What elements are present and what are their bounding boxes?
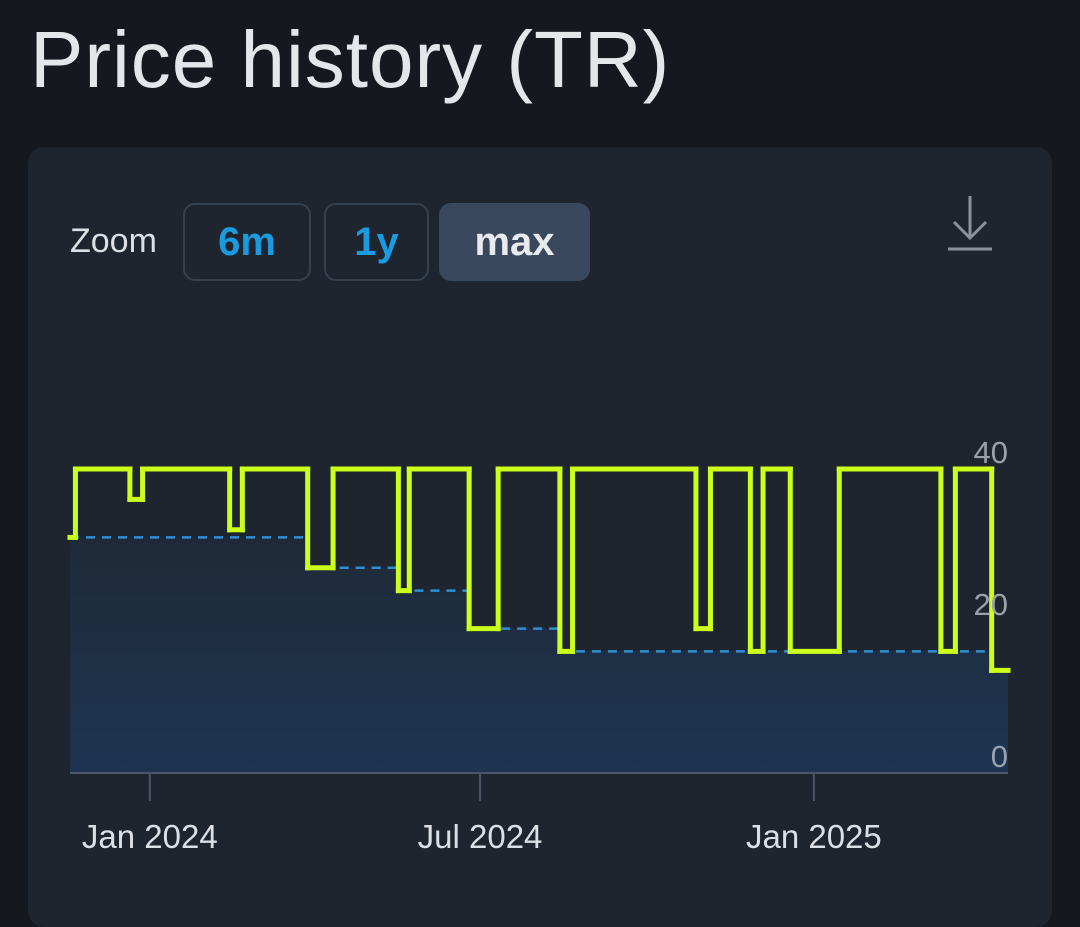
price-step-line [67,466,1011,673]
page: {"header": {"title": "Price history (TR)… [28,15,1052,927]
zoom-button[interactable]: max [439,203,590,281]
download-icon[interactable] [948,196,992,251]
x-tick-label: Jan 2024 [82,818,218,855]
zoom-label: Zoom [70,222,157,260]
zoom-button[interactable]: 6m [183,203,311,281]
zoom-button[interactable]: 1y [324,203,429,281]
y-tick-label: 0 [991,739,1008,774]
page-title: Price history (TR) [30,15,671,104]
icon-stroke [952,220,988,241]
y-tick-label: 40 [974,435,1008,470]
y-tick-label: 20 [974,587,1008,622]
area-fill [70,537,1008,773]
x-tick-label: Jul 2024 [418,818,543,855]
chart: Jan 2024 Jul 2024 Jan 2025 0 20 40 [67,196,1011,855]
x-tick-label: Jan 2025 [746,818,882,855]
